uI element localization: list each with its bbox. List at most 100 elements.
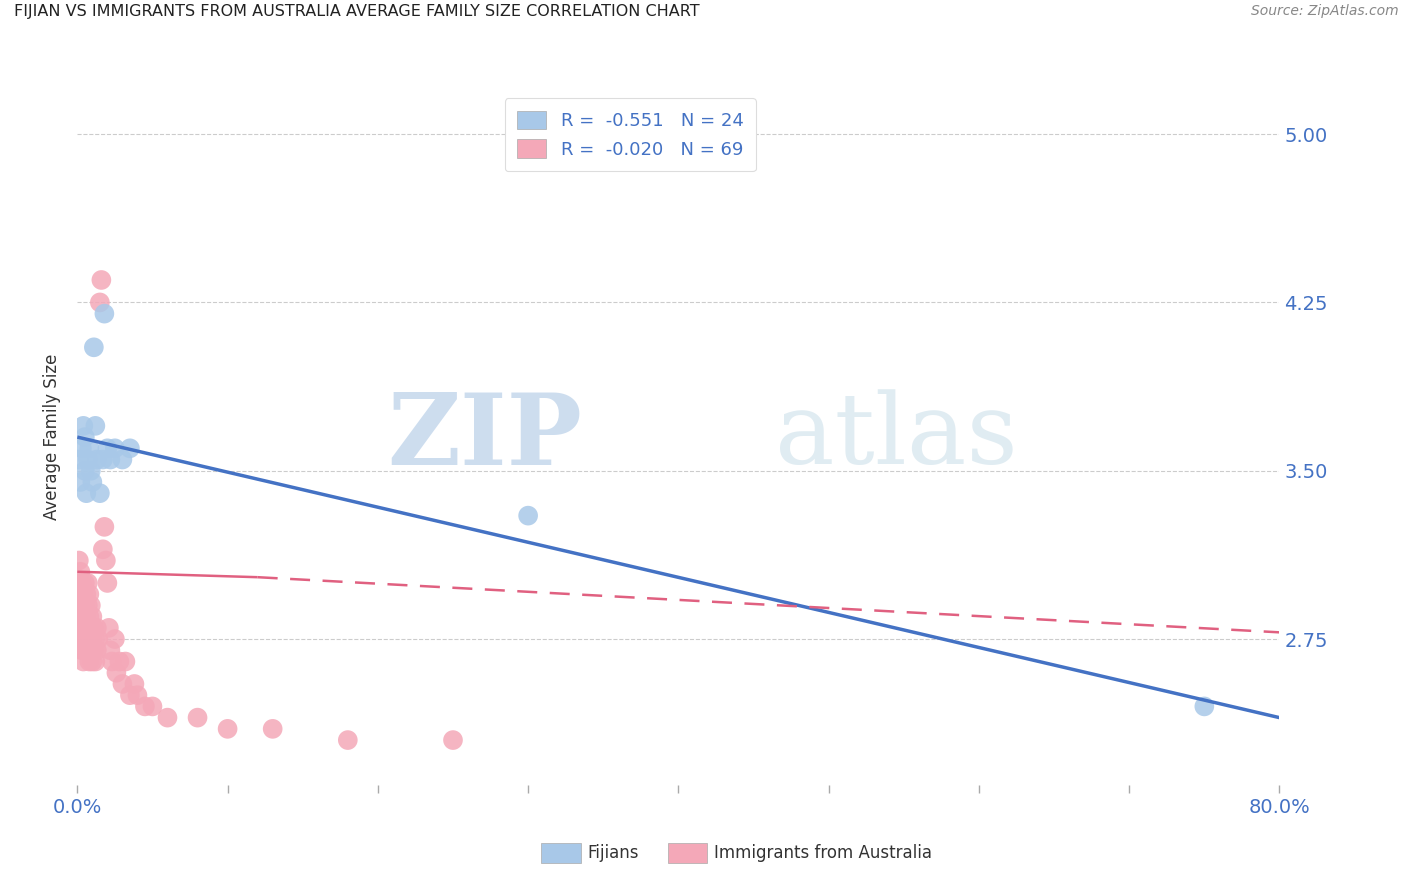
Point [76,643,98,657]
Point [79,632,101,646]
Point [72,632,94,646]
Point [82,609,104,624]
Point [89,295,111,310]
Point [76,452,98,467]
Point [79,609,101,624]
Point [217,722,239,736]
Point [73,576,96,591]
Point [127,688,149,702]
Point [517,508,540,523]
Point [104,442,127,456]
Point [141,699,163,714]
Point [101,655,124,669]
Point [70,599,93,613]
Text: Immigrants from Australia: Immigrants from Australia [714,844,932,862]
Point [73,599,96,613]
Point [91,542,114,557]
Point [80,464,103,478]
Text: ZIP: ZIP [387,389,582,485]
Point [73,430,96,444]
Point [111,452,134,467]
Point [82,655,104,669]
Point [89,486,111,500]
Point [84,418,107,433]
Point [118,688,141,702]
Point [134,699,156,714]
Point [69,565,91,579]
Point [1194,699,1216,714]
Point [104,632,127,646]
Point [75,587,97,601]
Point [80,643,103,657]
Text: FIJIAN VS IMMIGRANTS FROM AUSTRALIA AVERAGE FAMILY SIZE CORRELATION CHART: FIJIAN VS IMMIGRANTS FROM AUSTRALIA AVER… [14,4,700,20]
Point [70,621,93,635]
Point [67,576,90,591]
Point [70,643,93,657]
Point [111,677,134,691]
Point [69,632,91,646]
Point [187,711,209,725]
Point [72,418,94,433]
Point [100,452,122,467]
Point [96,442,118,456]
Point [87,632,110,646]
Point [72,655,94,669]
Point [70,442,93,456]
Point [76,599,98,613]
Point [83,643,105,657]
Point [73,621,96,635]
Point [93,520,115,534]
Point [69,609,91,624]
Point [84,632,107,646]
Point [82,632,104,646]
Point [80,599,103,613]
Point [75,486,97,500]
Point [108,655,131,669]
Point [70,609,93,624]
Text: Source: ZipAtlas.com: Source: ZipAtlas.com [1251,4,1399,19]
Point [114,655,136,669]
Point [73,643,96,657]
Point [67,599,90,613]
Point [86,643,108,657]
Point [262,722,284,736]
Point [124,677,146,691]
Point [79,442,101,456]
Point [67,553,90,567]
Point [72,609,94,624]
Point [84,655,107,669]
Point [105,665,128,680]
Point [70,576,93,591]
Point [96,576,118,591]
Point [94,553,117,567]
Point [86,452,108,467]
Point [69,475,91,489]
Point [93,307,115,321]
Point [69,587,91,601]
Point [100,643,122,657]
Point [76,621,98,635]
Text: atlas: atlas [775,389,1018,485]
Point [79,587,101,601]
Point [91,452,114,467]
Point [75,632,97,646]
Point [80,621,103,635]
Point [90,273,112,287]
Point [83,621,105,635]
Point [79,655,101,669]
Y-axis label: Average Family Size: Average Family Size [44,354,62,520]
Point [156,711,179,725]
Point [97,621,120,635]
Point [73,464,96,478]
Point [72,587,94,601]
Point [76,576,98,591]
Point [441,733,464,747]
Point [82,475,104,489]
Legend: R =  -0.551   N = 24, R =  -0.020   N = 69: R = -0.551 N = 24, R = -0.020 N = 69 [505,98,756,171]
Point [75,609,97,624]
Point [86,621,108,635]
Point [336,733,359,747]
Text: Fijians: Fijians [588,844,640,862]
Point [83,340,105,354]
Point [118,442,141,456]
